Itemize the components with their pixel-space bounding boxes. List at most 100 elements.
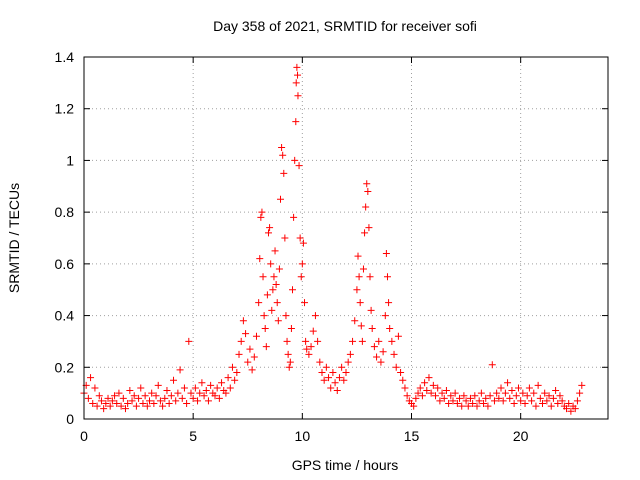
data-point-marker	[519, 389, 527, 397]
data-point-marker	[456, 394, 464, 402]
data-point-marker	[521, 399, 529, 407]
data-point-marker	[517, 397, 525, 405]
data-point-marker	[410, 402, 418, 410]
data-point-marker	[204, 397, 212, 405]
data-point-marker	[351, 317, 359, 325]
data-point-marker	[556, 392, 564, 400]
data-point-marker	[499, 397, 507, 405]
data-point-marker	[231, 376, 239, 384]
data-point-marker	[287, 325, 295, 332]
data-point-marker	[390, 350, 398, 358]
data-point-marker	[218, 379, 226, 387]
data-point-marker	[367, 306, 375, 314]
data-point-marker	[316, 358, 324, 366]
data-point-marker	[294, 92, 302, 100]
x-tick-label: 0	[80, 428, 88, 444]
data-point-marker	[262, 343, 270, 351]
data-point-marker	[89, 399, 97, 407]
data-point-marker	[148, 389, 156, 397]
data-point-marker	[296, 234, 304, 242]
data-point-marker	[280, 169, 288, 177]
data-point-marker	[394, 332, 402, 340]
data-point-marker	[460, 392, 468, 400]
data-point-marker	[143, 402, 151, 410]
data-point-marker	[281, 234, 289, 242]
data-point-marker	[471, 392, 479, 400]
data-point-marker	[207, 381, 215, 389]
data-point-marker	[565, 399, 573, 407]
data-point-marker	[283, 337, 291, 345]
data-point-marker	[416, 384, 424, 392]
data-point-marker	[482, 394, 490, 402]
data-point-marker	[286, 358, 294, 366]
data-point-marker	[466, 394, 474, 402]
data-point-marker	[165, 399, 173, 407]
data-point-marker	[268, 306, 276, 314]
data-point-marker	[338, 363, 346, 371]
data-point-marker	[290, 213, 298, 221]
data-point-marker	[473, 402, 481, 410]
data-point-marker	[113, 399, 121, 407]
data-point-marker	[248, 366, 256, 374]
data-point-marker	[358, 337, 366, 345]
data-point-marker	[295, 162, 303, 170]
data-point-marker	[84, 394, 92, 402]
data-point-marker	[368, 325, 376, 332]
data-point-marker	[282, 312, 290, 320]
data-point-marker	[146, 397, 153, 405]
data-point-marker	[228, 363, 236, 371]
data-point-marker	[418, 392, 426, 400]
data-point-marker	[558, 397, 566, 405]
y-tick-label: 0.4	[55, 308, 75, 324]
data-point-marker	[102, 399, 110, 407]
data-point-marker	[379, 348, 387, 356]
data-point-marker	[458, 402, 466, 410]
y-tick-label: 0.8	[55, 204, 75, 220]
data-point-marker	[275, 265, 283, 273]
data-point-marker	[425, 374, 433, 382]
data-point-marker	[255, 299, 263, 307]
data-point-marker	[340, 376, 348, 384]
data-point-marker	[176, 366, 184, 374]
data-point-marker	[327, 384, 335, 392]
data-point-marker	[237, 337, 245, 345]
data-point-marker	[440, 394, 448, 402]
data-point-marker	[150, 399, 158, 407]
data-point-marker	[469, 399, 477, 407]
data-point-marker	[364, 187, 372, 195]
y-tick-label: 1.4	[55, 49, 75, 65]
data-point-marker	[170, 376, 178, 384]
data-point-marker	[293, 63, 301, 71]
data-point-marker	[571, 405, 579, 413]
data-point-marker	[331, 379, 339, 387]
data-point-marker	[484, 402, 492, 410]
data-point-marker	[464, 402, 472, 410]
data-point-marker	[258, 208, 266, 216]
data-point-marker	[178, 394, 186, 402]
data-point-marker	[508, 387, 516, 395]
data-points	[80, 63, 586, 415]
data-point-marker	[438, 389, 446, 397]
data-point-marker	[111, 392, 119, 400]
axis-ticks: 0 0.2 0.4 0.6 0.8 1 1.2 1.4 0 5 10 15 20	[55, 49, 608, 444]
data-point-marker	[256, 255, 264, 263]
data-point-marker	[185, 337, 193, 345]
data-point-marker	[252, 332, 260, 340]
data-point-marker	[523, 392, 531, 400]
data-point-marker	[135, 394, 143, 402]
data-point-marker	[349, 337, 357, 345]
data-point-marker	[486, 392, 494, 400]
data-point-marker	[475, 397, 483, 405]
data-point-marker	[303, 345, 311, 353]
data-point-marker	[363, 180, 371, 188]
data-point-marker	[506, 394, 514, 402]
data-point-marker	[359, 265, 367, 273]
data-point-marker	[399, 376, 407, 384]
data-point-marker	[453, 399, 461, 407]
data-point-marker	[261, 325, 269, 332]
data-point-marker	[366, 273, 374, 281]
x-tick-label: 15	[404, 428, 420, 444]
data-point-marker	[429, 381, 437, 389]
data-point-marker	[246, 345, 254, 353]
